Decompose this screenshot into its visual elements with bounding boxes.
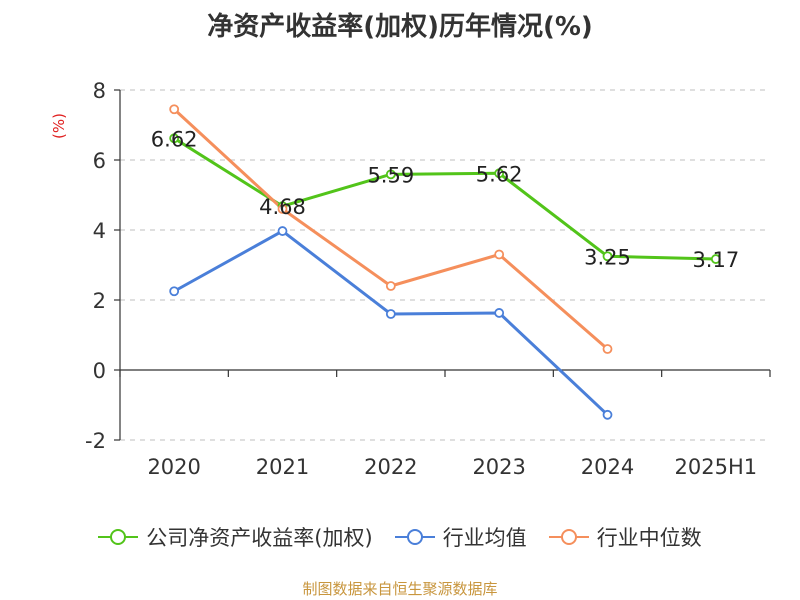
data-label: 5.62 — [476, 162, 523, 186]
x-tick-label: 2023 — [472, 455, 525, 479]
y-tick-label: 8 — [93, 79, 106, 103]
legend-label-industry-mean: 行业均值 — [442, 526, 527, 550]
legend-swatch-company — [98, 529, 139, 545]
data-point-2 — [494, 249, 505, 260]
legend-label-company: 公司净资产收益率(加权) — [146, 526, 373, 550]
data-point-0 — [602, 251, 613, 262]
y-axis-label: (%) — [50, 113, 68, 139]
legend-item-industry-median[interactable]: 行业中位数 — [548, 522, 702, 552]
data-point-2 — [602, 344, 613, 354]
data-point-0 — [494, 168, 505, 179]
chart-title: 净资产收益率(加权)历年情况(%) — [207, 12, 593, 42]
data-label: 4.68 — [259, 195, 306, 219]
data-point-0 — [169, 133, 180, 144]
y-tick-label: -2 — [85, 429, 106, 453]
legend-item-company[interactable]: 公司净资产收益率(加权) — [98, 522, 373, 552]
series-line-0 — [173, 137, 716, 261]
x-tick-label: 2024 — [581, 455, 634, 479]
y-tick-label: 0 — [93, 359, 106, 383]
x-tick-label: 2021 — [256, 455, 309, 479]
x-tick-label: 2020 — [147, 455, 200, 479]
data-point-2 — [169, 104, 180, 115]
data-point-0 — [385, 169, 396, 180]
y-tick-label: 6 — [93, 149, 106, 173]
data-point-1 — [169, 286, 180, 297]
data-point-2 — [385, 281, 396, 291]
x-tick-label: 2022 — [364, 455, 417, 479]
data-point-1 — [385, 309, 396, 319]
y-tick-label: 2 — [93, 289, 106, 313]
data-point-1 — [494, 308, 505, 318]
x-tick-label: 2025H1 — [675, 455, 758, 479]
data-point-0 — [710, 254, 721, 264]
data-label: 3.25 — [584, 245, 631, 269]
legend-swatch-industry-median — [548, 529, 589, 545]
legend-label-industry-median: 行业中位数 — [596, 526, 702, 550]
legend: 公司净资产收益率(加权) 行业均值 行业中位数 — [0, 520, 800, 554]
y-tick-label: 4 — [93, 219, 106, 243]
data-point-1 — [277, 226, 288, 236]
legend-item-industry-mean[interactable]: 行业均值 — [394, 522, 527, 552]
series-line-1 — [173, 229, 609, 416]
data-label: 6.62 — [151, 127, 198, 151]
data-point-1 — [602, 409, 613, 420]
data-label: 3.17 — [692, 248, 739, 272]
data-point-2 — [277, 204, 288, 214]
data-label: 5.59 — [367, 163, 414, 187]
legend-swatch-industry-mean — [394, 529, 435, 545]
source-note: 制图数据来自恒生聚源数据库 — [302, 580, 498, 598]
